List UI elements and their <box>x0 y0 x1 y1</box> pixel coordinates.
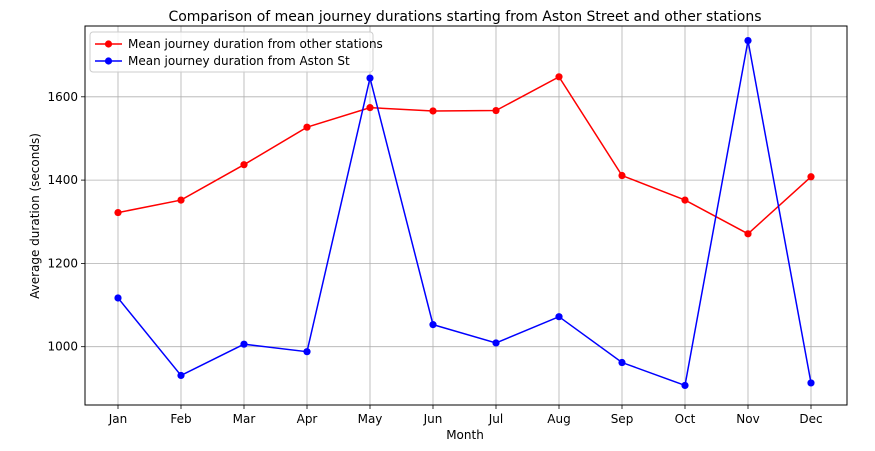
legend-label: Mean journey duration from Aston St <box>128 54 350 68</box>
x-tick-label: Jul <box>488 412 503 426</box>
series-2 <box>114 36 815 390</box>
data-point <box>177 196 185 204</box>
data-point <box>555 313 563 321</box>
legend-swatch-marker <box>104 57 113 65</box>
data-point <box>114 294 122 302</box>
data-point <box>240 340 248 348</box>
data-point <box>492 106 500 115</box>
data-point <box>240 161 248 169</box>
data-point <box>555 73 563 81</box>
x-tick-label: Nov <box>736 412 759 426</box>
data-point <box>807 173 815 181</box>
data-point <box>303 123 311 131</box>
data-point <box>681 196 689 204</box>
data-point <box>303 348 311 356</box>
x-tick-label: Jun <box>423 412 443 426</box>
data-point <box>618 358 626 367</box>
x-tick-label: Apr <box>297 412 318 426</box>
x-axis-title: Month <box>446 428 484 442</box>
data-point <box>744 36 752 45</box>
series-1 <box>114 73 815 238</box>
x-tick-label: Feb <box>170 412 191 426</box>
x-tick-label: Mar <box>233 412 256 426</box>
x-tick-label: Aug <box>547 412 570 426</box>
data-point <box>366 74 374 82</box>
grid <box>85 26 847 405</box>
data-point <box>681 381 689 390</box>
data-point <box>744 230 752 238</box>
x-tick-label: Oct <box>675 412 696 426</box>
data-point <box>429 321 437 329</box>
legend-swatch-marker <box>104 40 113 48</box>
y-tick-label: 1400 <box>47 173 78 187</box>
data-point <box>366 104 374 112</box>
y-tick-label: 1200 <box>47 256 78 270</box>
series-line <box>117 75 812 235</box>
series-line <box>117 40 812 387</box>
chart-title: Comparison of mean journey durations sta… <box>168 9 761 25</box>
legend-item-2: Mean journey duration from Aston St <box>95 54 350 68</box>
x-tick-label: Dec <box>799 412 822 426</box>
x-axis: Jan Feb Mar Apr May Jun Jul Aug Sep Oct Nov Dec <box>108 405 823 426</box>
x-tick-label: Sep <box>611 412 634 426</box>
y-tick-label: 1600 <box>47 90 78 104</box>
legend-box <box>89 31 374 73</box>
plot-area-frame <box>84 25 848 406</box>
y-axis-title: Average duration (seconds) <box>28 133 42 299</box>
y-tick-label: 1000 <box>47 340 78 354</box>
data-point <box>807 379 815 387</box>
series-layer <box>114 36 815 390</box>
data-point <box>429 107 437 115</box>
legend-item-1: Mean journey duration from other station… <box>95 37 383 51</box>
data-point <box>492 339 500 347</box>
legend: Mean journey duration from other station… <box>89 31 383 73</box>
data-point <box>114 208 122 217</box>
y-axis: 1000 1200 1400 1600 <box>47 90 85 354</box>
x-tick-label: Jan <box>108 412 128 426</box>
x-tick-label: May <box>358 412 383 426</box>
data-point <box>177 371 185 380</box>
data-point <box>618 171 626 180</box>
legend-label: Mean journey duration from other station… <box>128 37 383 51</box>
